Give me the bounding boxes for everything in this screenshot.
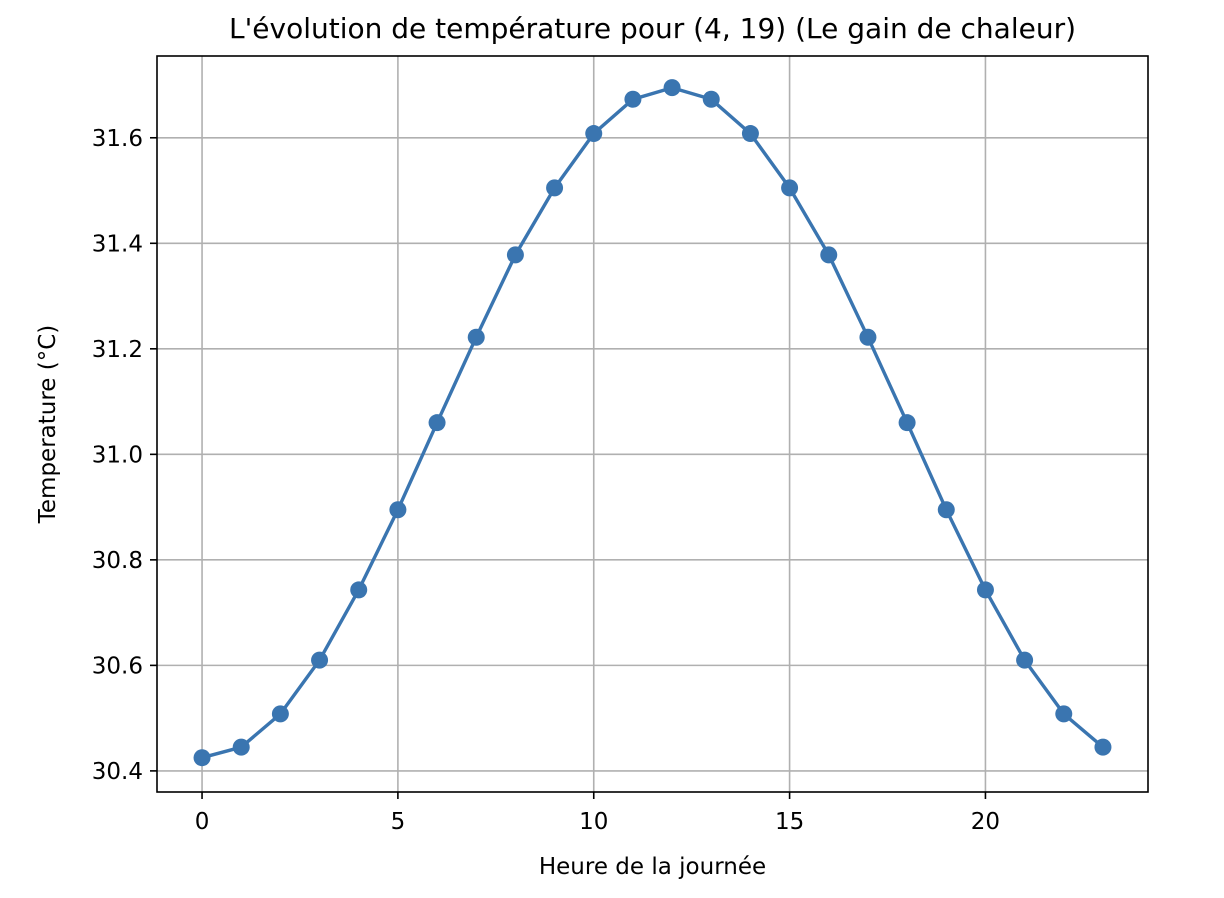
data-point [350, 581, 368, 599]
series-line [200, 85, 1105, 760]
data-point [546, 179, 564, 197]
y-axis-label: Temperature (°C) [35, 325, 61, 525]
data-point [271, 705, 289, 723]
data-point [702, 90, 720, 108]
data-point [624, 90, 642, 108]
x-tick-label: 10 [579, 809, 608, 835]
y-tick-label: 31.4 [92, 231, 143, 257]
series-group [193, 79, 1112, 767]
data-point [428, 414, 446, 432]
data-point [389, 501, 407, 519]
data-point [741, 125, 759, 143]
data-point [781, 179, 799, 197]
data-point [859, 328, 877, 346]
plot-area-frame [156, 55, 1149, 793]
data-point [585, 125, 603, 143]
data-point [193, 749, 211, 767]
x-tick-label: 5 [391, 809, 406, 835]
x-axis-label: Heure de la journée [539, 854, 766, 880]
y-tick-label: 31.6 [92, 126, 143, 152]
y-tick-label: 31.0 [92, 442, 143, 468]
data-point [898, 414, 916, 432]
y-tick-label: 30.6 [92, 653, 143, 679]
x-tick-label: 20 [971, 809, 1000, 835]
y-tick-label: 31.2 [92, 337, 143, 363]
axis-ticks: 0 5 10 15 20 30.4 30.6 30.8 31.0 31.2 31.4 31.6 [92, 126, 1000, 835]
x-tick-label: 15 [775, 809, 804, 835]
data-point [1055, 705, 1073, 723]
data-point [663, 79, 681, 97]
data-point [311, 651, 329, 669]
x-tick-label: 0 [195, 809, 210, 835]
data-point [820, 246, 838, 264]
data-point [1016, 651, 1034, 669]
y-tick-label: 30.8 [92, 548, 143, 574]
y-tick-label: 30.4 [92, 759, 143, 785]
data-point [1094, 738, 1112, 756]
data-point [467, 328, 485, 346]
data-point [506, 246, 524, 264]
data-point [976, 581, 994, 599]
data-point [232, 738, 250, 756]
data-point [937, 501, 955, 519]
chart-title: L'évolution de température pour (4, 19) … [229, 12, 1076, 45]
